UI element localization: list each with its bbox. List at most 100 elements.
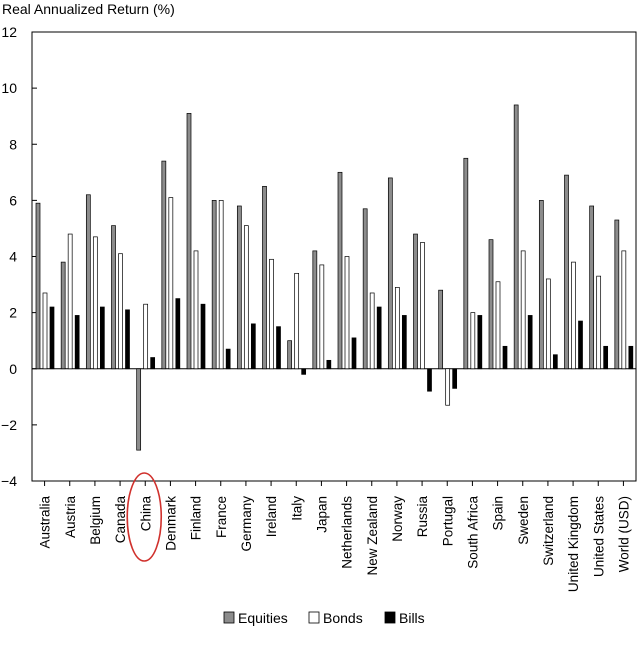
bar-equities-canada	[111, 225, 116, 370]
y-tick-label: 4	[9, 249, 17, 265]
bar-equities-south-africa	[463, 157, 469, 370]
x-tick-label: Finland	[189, 496, 204, 540]
plot-area: 12 10 8 6 4 2 0 −2 −4 Australia Austria Belgium Cana…	[1, 24, 637, 592]
bar-bonds-ireland	[269, 258, 274, 370]
bar-bonds-finland	[193, 250, 199, 370]
x-tick-label: China	[138, 496, 153, 532]
x-tick-label: Ireland	[264, 496, 279, 537]
bar-bonds-spain	[495, 281, 501, 370]
bar-equities-austria	[60, 261, 66, 370]
x-tick-label: Norway	[390, 496, 405, 542]
bar-bonds-switzerland	[545, 278, 551, 370]
bar-equities-spain	[488, 239, 494, 370]
bar-bills-south-africa	[477, 315, 483, 370]
x-tick-label: Belgium	[88, 496, 103, 545]
x-tick-label: Switzerland	[541, 496, 556, 566]
bar-bills-ireland	[276, 326, 281, 370]
bar-bills-norway	[401, 315, 407, 370]
y-tick-label: −2	[1, 417, 17, 433]
bar-bills-netherlands	[351, 337, 357, 370]
x-tick-label: United Kingdom	[566, 496, 581, 592]
x-tick-label: Germany	[239, 496, 254, 552]
legend-label-bonds: Bonds	[323, 610, 363, 626]
bar-bonds-russia	[420, 242, 425, 370]
bar-equities-france	[211, 200, 217, 370]
x-tick-label: Netherlands	[340, 496, 355, 569]
bar-equities-japan	[312, 250, 318, 370]
bar-equities-netherlands	[337, 171, 343, 370]
x-tick-label: World (USD)	[616, 496, 631, 572]
bar-equities-ireland	[262, 185, 267, 370]
bar-bonds-japan	[319, 264, 325, 370]
x-tick-label: United States	[591, 496, 606, 577]
bar-equities-sweden	[513, 104, 519, 370]
x-tick-label: Russia	[415, 496, 430, 538]
bar-bills-finland	[200, 303, 206, 370]
x-tick-label: Portugal	[440, 496, 455, 546]
bar-equities-portugal	[438, 289, 444, 370]
legend-label-equities: Equities	[238, 610, 288, 626]
bar-bonds-portugal	[445, 368, 451, 406]
legend: Equities Bonds Bills	[223, 610, 425, 626]
legend-label-bills: Bills	[399, 610, 425, 626]
bar-bonds-germany	[243, 225, 249, 370]
bar-equities-united-kingdom	[564, 174, 569, 370]
bar-bonds-canada	[118, 253, 123, 370]
bar-equities-denmark	[161, 160, 167, 370]
legend-swatch-bills	[384, 611, 396, 624]
bar-bonds-china	[143, 303, 149, 370]
bar-bonds-belgium	[92, 236, 98, 370]
x-tick-label: Japan	[314, 496, 329, 533]
y-tick-label: 12	[1, 24, 17, 40]
bar-bills-spain	[502, 345, 508, 370]
y-tick-label: 2	[9, 305, 17, 321]
x-tick-label: Australia	[38, 496, 53, 549]
bar-bills-denmark	[175, 298, 181, 370]
x-tick-label: France	[214, 496, 229, 538]
bar-bonds-united-states	[596, 275, 602, 370]
bar-bonds-france	[218, 200, 224, 370]
bar-bills-united-states	[603, 345, 609, 370]
bar-bills-new-zealand	[376, 306, 382, 370]
bar-bonds-south-africa	[470, 312, 476, 370]
bar-equities-norway	[387, 177, 393, 370]
bar-bills-switzerland	[552, 354, 558, 370]
bar-bills-portugal	[452, 368, 458, 389]
bar-equities-new-zealand	[362, 208, 368, 370]
legend-swatch-equities	[223, 611, 235, 624]
bar-bonds-italy	[294, 272, 300, 370]
bar-equities-switzerland	[538, 200, 544, 370]
bar-equities-russia	[413, 233, 418, 370]
bar-bonds-world-usd-	[621, 250, 627, 370]
bar-bills-sweden	[527, 315, 533, 370]
bar-equities-australia	[35, 202, 41, 370]
bar-bonds-austria	[67, 233, 73, 370]
x-tick-label: Austria	[63, 496, 78, 539]
x-tick-label: Italy	[289, 496, 304, 521]
bar-equities-belgium	[85, 194, 91, 370]
x-tick-label: Spain	[491, 496, 506, 531]
bar-equities-germany	[236, 205, 242, 370]
bar-bills-japan	[326, 359, 332, 370]
x-tick-label: South Africa	[465, 496, 480, 569]
x-tick-label: Sweden	[516, 496, 531, 545]
y-tick-label: 10	[1, 80, 17, 96]
bar-bonds-united-kingdom	[571, 261, 576, 370]
y-tick-label: −4	[1, 473, 17, 489]
bar-bonds-new-zealand	[369, 292, 375, 370]
bar-bills-italy	[301, 368, 307, 375]
y-tick-label: 8	[9, 136, 17, 152]
bar-equities-china	[136, 368, 142, 451]
bar-bills-germany	[250, 323, 256, 370]
bar-bills-russia	[427, 368, 432, 392]
bar-equities-finland	[186, 113, 192, 370]
bar-bonds-norway	[394, 287, 400, 370]
bar-bills-belgium	[99, 306, 105, 370]
x-tick-label: New Zealand	[365, 496, 380, 576]
y-axis-title: Real Annualized Return (%)	[2, 1, 175, 17]
bar-bills-australia	[49, 306, 55, 370]
x-tick-label: Denmark	[163, 496, 178, 551]
bar-bonds-australia	[42, 292, 48, 370]
bar-equities-united-states	[589, 205, 595, 370]
